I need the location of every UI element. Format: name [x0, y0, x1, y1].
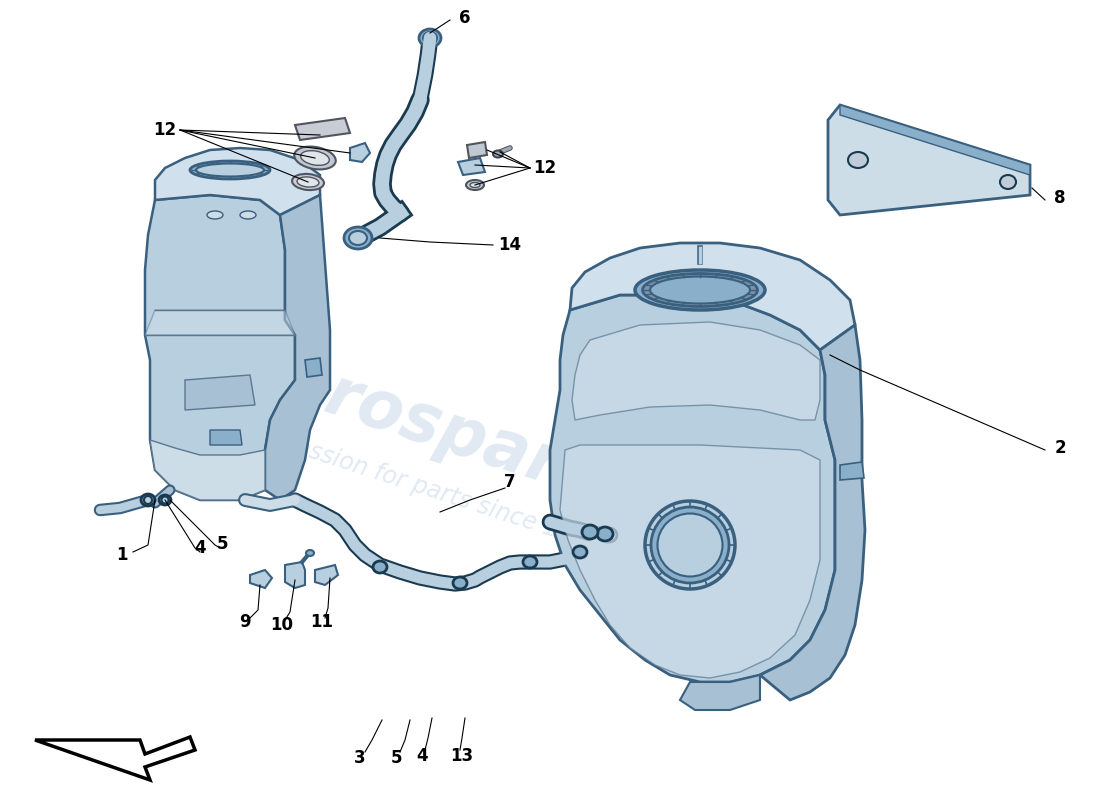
Ellipse shape: [651, 507, 729, 583]
Polygon shape: [680, 675, 760, 710]
Ellipse shape: [645, 501, 735, 589]
Polygon shape: [315, 565, 338, 585]
Ellipse shape: [597, 527, 613, 541]
Text: 1: 1: [117, 546, 128, 564]
Ellipse shape: [493, 150, 503, 158]
Text: 3: 3: [354, 749, 366, 767]
Polygon shape: [550, 295, 835, 682]
Polygon shape: [560, 445, 820, 678]
Text: 5: 5: [392, 749, 403, 767]
Polygon shape: [572, 322, 820, 420]
Ellipse shape: [573, 546, 587, 558]
Text: 11: 11: [310, 613, 333, 631]
Polygon shape: [285, 562, 305, 588]
Ellipse shape: [344, 227, 372, 249]
Text: 13: 13: [450, 747, 474, 765]
Text: a passion for parts since 1985: a passion for parts since 1985: [256, 423, 604, 557]
Ellipse shape: [349, 231, 367, 245]
Polygon shape: [185, 375, 255, 410]
Polygon shape: [155, 148, 320, 215]
Polygon shape: [145, 195, 295, 500]
Ellipse shape: [453, 577, 468, 589]
Text: eurospares: eurospares: [230, 334, 650, 526]
Polygon shape: [145, 310, 295, 335]
Text: 4: 4: [416, 747, 428, 765]
Polygon shape: [828, 105, 1030, 215]
Ellipse shape: [300, 150, 329, 166]
Ellipse shape: [196, 163, 264, 177]
Polygon shape: [350, 143, 370, 162]
Polygon shape: [35, 737, 195, 780]
Polygon shape: [468, 142, 487, 158]
Polygon shape: [305, 358, 322, 377]
Polygon shape: [250, 570, 272, 588]
Ellipse shape: [160, 495, 170, 505]
Ellipse shape: [642, 274, 758, 306]
Ellipse shape: [144, 496, 152, 504]
Ellipse shape: [141, 494, 155, 506]
Ellipse shape: [650, 277, 750, 303]
Text: 12: 12: [153, 121, 177, 139]
Ellipse shape: [162, 497, 168, 503]
Text: 10: 10: [271, 616, 294, 634]
Ellipse shape: [582, 525, 598, 539]
Ellipse shape: [419, 29, 441, 47]
Text: 8: 8: [1054, 189, 1066, 207]
Ellipse shape: [190, 161, 270, 179]
Ellipse shape: [373, 561, 387, 573]
Text: 2: 2: [1054, 439, 1066, 457]
Text: 5: 5: [217, 535, 228, 553]
Ellipse shape: [306, 550, 313, 556]
Ellipse shape: [635, 270, 764, 310]
Ellipse shape: [522, 556, 537, 568]
Polygon shape: [210, 430, 242, 445]
Polygon shape: [458, 158, 485, 175]
Ellipse shape: [292, 174, 324, 190]
Text: 14: 14: [498, 236, 521, 254]
Ellipse shape: [1000, 175, 1016, 189]
Ellipse shape: [658, 514, 723, 577]
Ellipse shape: [848, 152, 868, 168]
Ellipse shape: [207, 211, 223, 219]
Ellipse shape: [297, 177, 319, 187]
Ellipse shape: [424, 32, 437, 44]
Text: 9: 9: [239, 613, 251, 631]
Text: 7: 7: [504, 473, 516, 491]
Polygon shape: [570, 243, 855, 350]
Ellipse shape: [470, 182, 480, 187]
Text: 6: 6: [460, 9, 471, 27]
Polygon shape: [265, 195, 330, 500]
Polygon shape: [150, 440, 265, 500]
Polygon shape: [760, 325, 865, 700]
Text: 4: 4: [195, 539, 206, 557]
Polygon shape: [295, 118, 350, 140]
Polygon shape: [840, 462, 864, 480]
Ellipse shape: [466, 180, 484, 190]
Ellipse shape: [294, 146, 335, 170]
Ellipse shape: [240, 211, 256, 219]
Polygon shape: [840, 105, 1030, 175]
Text: 12: 12: [534, 159, 557, 177]
